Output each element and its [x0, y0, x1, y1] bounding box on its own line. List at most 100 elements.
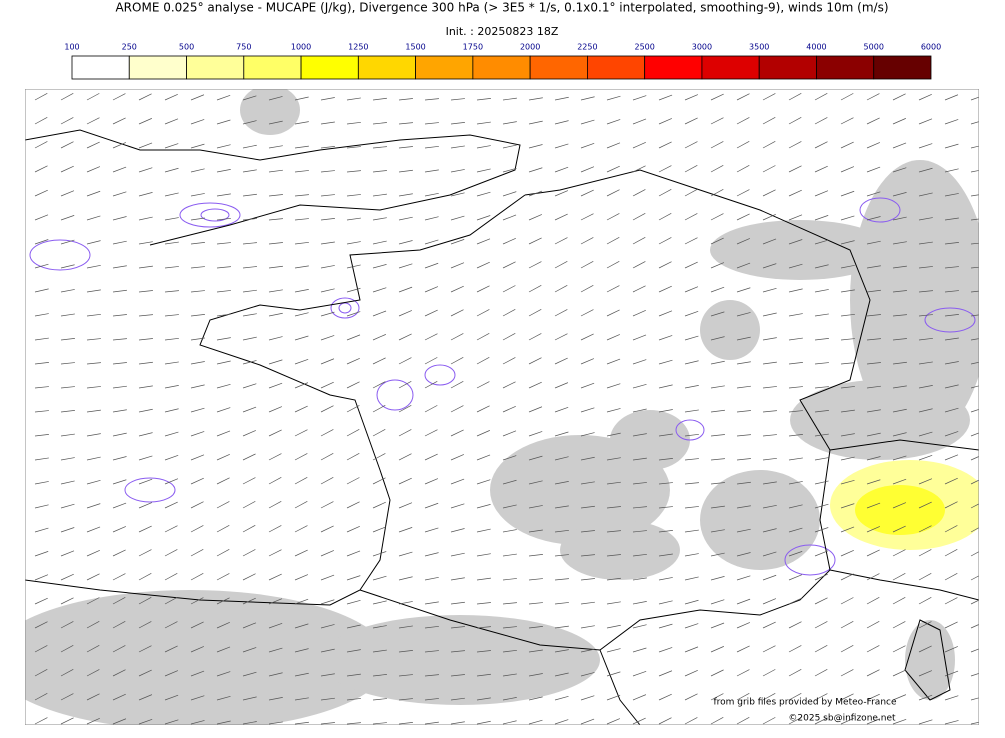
wind-barb — [528, 237, 542, 245]
wind-barb — [840, 313, 855, 317]
wind-barb — [528, 120, 543, 125]
wind-barb — [554, 166, 569, 173]
wind-barb — [320, 121, 335, 125]
wind-barb — [34, 141, 48, 149]
wind-barb — [736, 262, 751, 269]
wind-barb — [632, 670, 647, 677]
wind-barb — [242, 406, 257, 413]
colorbar-tick-label: 6000 — [921, 43, 941, 52]
wind-barb — [788, 717, 802, 725]
wind-barb — [242, 721, 257, 725]
wind-barb — [398, 263, 413, 269]
colorbar-segment — [415, 55, 474, 80]
wind-barb — [216, 119, 231, 125]
wind-barb — [372, 240, 387, 245]
wind-barb — [398, 601, 413, 605]
wind-barb — [970, 456, 979, 461]
wind-barb — [684, 310, 699, 317]
wind-barb — [658, 384, 673, 389]
wind-barb — [138, 290, 153, 293]
wind-barb — [86, 117, 100, 125]
wind-barb — [216, 217, 231, 221]
wind-barb — [658, 600, 673, 605]
wind-barb — [320, 599, 335, 605]
wind-barb — [606, 601, 621, 605]
wind-barb — [398, 576, 413, 581]
wind-barb — [528, 696, 543, 701]
wind-barb — [268, 622, 283, 629]
wind-barb — [346, 121, 361, 125]
wind-barb — [892, 241, 907, 245]
wind-barb — [476, 381, 490, 389]
wind-barb — [268, 120, 283, 125]
wind-barb — [346, 97, 361, 101]
wind-barb — [970, 338, 979, 341]
wind-barb — [476, 673, 491, 677]
wind-barb — [476, 577, 491, 581]
wind-barb — [34, 93, 48, 101]
wind-barb — [424, 357, 438, 365]
wind-barb — [736, 505, 751, 509]
colorbar-tick-label: 2500 — [634, 43, 654, 52]
wind-barb — [632, 553, 647, 557]
wind-barb — [86, 386, 101, 389]
wind-barb — [554, 649, 569, 653]
wind-barb — [398, 551, 413, 557]
wind-barb — [606, 213, 620, 221]
wind-barb — [450, 356, 464, 365]
wind-barb — [944, 431, 959, 437]
wind-barb — [606, 358, 621, 365]
wind-barb — [528, 285, 542, 293]
wind-barb — [918, 314, 933, 317]
wind-barb — [242, 430, 256, 437]
colorbar-tick-label: 1250 — [348, 43, 368, 52]
wind-barb — [866, 142, 881, 149]
wind-barb — [476, 720, 491, 725]
wind-barb — [606, 119, 621, 125]
wind-barb — [320, 335, 335, 341]
colorbar-segment — [472, 55, 531, 80]
wind-barb — [112, 191, 127, 197]
wind-barb — [762, 692, 776, 701]
wind-barb — [190, 548, 204, 557]
wind-barb — [658, 482, 673, 485]
wind-barb — [60, 264, 75, 269]
wind-barb — [112, 289, 127, 293]
wind-barb — [658, 261, 672, 269]
wind-barb — [190, 573, 204, 581]
wind-barb — [112, 456, 127, 461]
wind-barb — [502, 144, 517, 149]
wind-barb — [398, 502, 413, 509]
wind-barb — [242, 289, 257, 293]
wind-barb — [216, 193, 231, 197]
wind-barb — [242, 360, 257, 365]
wind-barb — [268, 697, 283, 701]
wind-barb — [34, 597, 48, 605]
wind-barb — [164, 290, 179, 293]
wind-barb — [528, 529, 543, 533]
wind-barb — [268, 312, 283, 317]
wind-barb — [814, 117, 828, 125]
wind-barb — [554, 190, 569, 197]
wind-barb — [892, 216, 907, 221]
wind-barb — [60, 480, 75, 485]
wind-barb — [632, 482, 647, 485]
wind-barb — [424, 380, 438, 389]
wind-barb — [788, 504, 803, 509]
wind-barb — [216, 94, 231, 101]
wind-barb — [346, 526, 360, 533]
wind-barb — [918, 337, 933, 341]
wind-barb — [866, 432, 881, 437]
wind-barb — [788, 574, 803, 581]
wind-barb — [918, 572, 932, 581]
wind-barb — [138, 314, 153, 317]
wind-barb — [762, 410, 777, 413]
wind-barb — [632, 408, 647, 413]
wind-barb — [840, 409, 855, 413]
wind-barb — [372, 122, 387, 125]
wind-barb — [294, 335, 309, 341]
wind-barb — [554, 456, 569, 461]
wind-barb — [424, 216, 439, 221]
wind-barb — [684, 237, 698, 245]
wind-barb — [502, 191, 517, 197]
